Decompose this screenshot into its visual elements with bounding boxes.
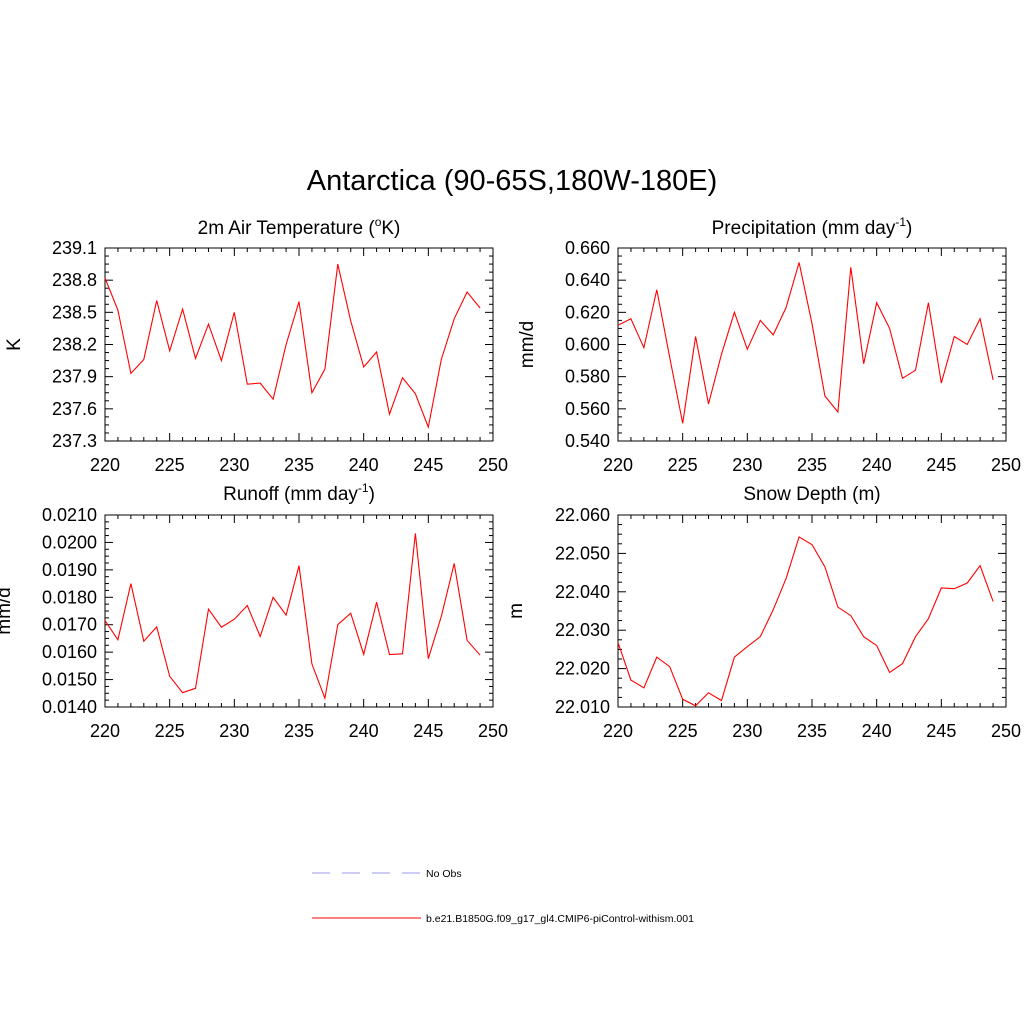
x-tick-label: 220 — [603, 721, 633, 741]
x-tick-label: 245 — [413, 455, 443, 475]
y-tick-label: 0.0170 — [42, 615, 97, 635]
x-tick-label: 220 — [90, 721, 120, 741]
y-tick-label: 0.660 — [565, 238, 610, 258]
x-tick-label: 245 — [926, 721, 956, 741]
main-title: Antarctica (90-65S,180W-180E) — [306, 165, 718, 197]
x-tick-label: 250 — [991, 721, 1021, 741]
x-tick-label: 225 — [668, 455, 698, 475]
y-tick-label: 237.9 — [52, 367, 97, 387]
x-tick-label: 225 — [155, 721, 185, 741]
x-tick-label: 220 — [90, 455, 120, 475]
panel-title: Runoff (mm day-1) — [223, 481, 375, 505]
y-tick-label: 0.560 — [565, 399, 610, 419]
plot-frame — [617, 514, 1007, 708]
y-tick-label: 22.050 — [555, 543, 610, 563]
legend-label: b.e21.B1850G.f09_g17_gl4.CMIP6-piControl… — [426, 913, 694, 925]
y-tick-label: 0.580 — [565, 367, 610, 387]
series-line — [617, 536, 994, 707]
panel-title: Snow Depth (m) — [743, 484, 880, 505]
y-tick-label: 22.040 — [555, 582, 610, 602]
panel-title: Precipitation (mm day-1) — [712, 215, 913, 239]
y-tick-label: 238.8 — [52, 270, 97, 290]
x-tick-label: 250 — [478, 721, 508, 741]
panel-1: 2m Air Temperature (oK) K 220 225 230 235 240 2… — [4, 215, 508, 475]
y-axis-label: mm/d — [0, 587, 15, 635]
x-tick-label: 240 — [349, 721, 379, 741]
x-tick-label: 230 — [219, 721, 249, 741]
y-tick-label: 22.030 — [555, 620, 610, 640]
panel-4: Snow Depth (m) m 220 225 230 235 240 245 250 22.0… — [506, 484, 1021, 741]
y-tick-label: 239.1 — [52, 238, 97, 258]
x-tick-label: 230 — [732, 721, 762, 741]
x-tick-label: 235 — [797, 455, 827, 475]
y-axis-label: mm/d — [517, 321, 538, 369]
x-tick-label: 235 — [284, 721, 314, 741]
x-tick-label: 225 — [155, 455, 185, 475]
y-tick-label: 0.540 — [565, 431, 610, 451]
x-tick-label: 230 — [219, 455, 249, 475]
plot-frame — [617, 247, 1007, 442]
legend-label: No Obs — [426, 868, 462, 880]
y-axis-label: K — [4, 338, 25, 351]
y-tick-label: 0.0200 — [42, 532, 97, 552]
panel-title: 2m Air Temperature (oK) — [198, 215, 401, 239]
y-tick-label: 0.0210 — [42, 505, 97, 525]
y-tick-label: 0.0150 — [42, 670, 97, 690]
x-tick-label: 225 — [668, 721, 698, 741]
x-tick-label: 250 — [478, 455, 508, 475]
x-tick-label: 235 — [797, 721, 827, 741]
y-tick-label: 0.0140 — [42, 697, 97, 717]
legend: No Obs b.e21.B1850G.f09_g17_gl4.CMIP6-piC… — [312, 868, 694, 925]
y-tick-label: 22.010 — [555, 697, 610, 717]
series-line — [617, 262, 994, 424]
x-tick-label: 245 — [413, 721, 443, 741]
y-tick-label: 22.020 — [555, 659, 610, 679]
series-line — [104, 533, 481, 701]
y-axis-label: m — [506, 603, 527, 619]
x-tick-label: 220 — [603, 455, 633, 475]
plot-frame — [104, 247, 494, 442]
y-tick-label: 22.060 — [555, 505, 610, 525]
y-tick-label: 238.5 — [52, 302, 97, 322]
panel-3: Runoff (mm day-1) mm/d 220 225 230 235 240 245 2… — [0, 481, 508, 741]
x-tick-label: 240 — [349, 455, 379, 475]
x-tick-label: 245 — [926, 455, 956, 475]
panel-2: Precipitation (mm day-1) mm/d 220 225 230 235… — [517, 215, 1021, 475]
plot-frame — [104, 514, 494, 708]
y-tick-label: 0.640 — [565, 270, 610, 290]
y-tick-label: 237.3 — [52, 431, 97, 451]
y-tick-label: 0.0180 — [42, 587, 97, 607]
y-tick-label: 0.600 — [565, 335, 610, 355]
y-tick-label: 0.0160 — [42, 642, 97, 662]
x-tick-label: 230 — [732, 455, 762, 475]
y-tick-label: 237.6 — [52, 399, 97, 419]
x-tick-label: 235 — [284, 455, 314, 475]
y-tick-label: 0.0190 — [42, 560, 97, 580]
x-tick-label: 240 — [862, 721, 892, 741]
series-line — [104, 263, 481, 430]
x-tick-label: 240 — [862, 455, 892, 475]
y-tick-label: 238.2 — [52, 335, 97, 355]
y-tick-label: 0.620 — [565, 302, 610, 322]
x-tick-label: 250 — [991, 455, 1021, 475]
